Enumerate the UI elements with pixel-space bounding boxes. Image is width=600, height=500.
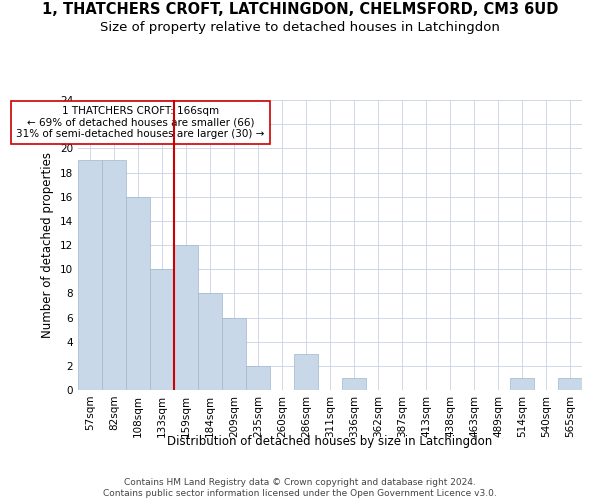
Text: Distribution of detached houses by size in Latchingdon: Distribution of detached houses by size … [167, 435, 493, 448]
Bar [198, 294, 222, 390]
Y-axis label: Number of detached properties: Number of detached properties [41, 152, 55, 338]
Bar [558, 378, 582, 390]
Text: Size of property relative to detached houses in Latchingdon: Size of property relative to detached ho… [100, 21, 500, 34]
Bar [294, 354, 318, 390]
Bar [78, 160, 102, 390]
Bar [342, 378, 366, 390]
Bar [150, 269, 174, 390]
Bar [102, 160, 126, 390]
Text: Contains HM Land Registry data © Crown copyright and database right 2024.
Contai: Contains HM Land Registry data © Crown c… [103, 478, 497, 498]
Bar [246, 366, 270, 390]
Text: 1, THATCHERS CROFT, LATCHINGDON, CHELMSFORD, CM3 6UD: 1, THATCHERS CROFT, LATCHINGDON, CHELMSF… [42, 2, 558, 18]
Bar [222, 318, 246, 390]
Bar [510, 378, 534, 390]
Text: 1 THATCHERS CROFT: 166sqm
← 69% of detached houses are smaller (66)
31% of semi-: 1 THATCHERS CROFT: 166sqm ← 69% of detac… [16, 106, 265, 139]
Bar [174, 245, 198, 390]
Bar [126, 196, 150, 390]
